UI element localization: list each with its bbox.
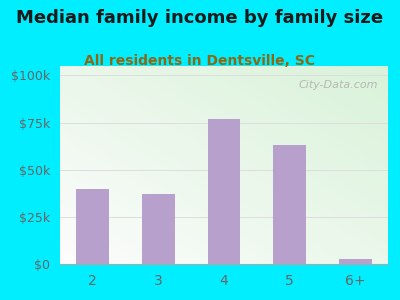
- Text: City-Data.com: City-Data.com: [299, 80, 378, 90]
- Bar: [208, 119, 240, 264]
- Bar: [273, 145, 306, 264]
- Text: All residents in Dentsville, SC: All residents in Dentsville, SC: [84, 54, 316, 68]
- Bar: [76, 189, 109, 264]
- Bar: [142, 194, 175, 264]
- Bar: [339, 259, 372, 264]
- Text: Median family income by family size: Median family income by family size: [16, 9, 384, 27]
